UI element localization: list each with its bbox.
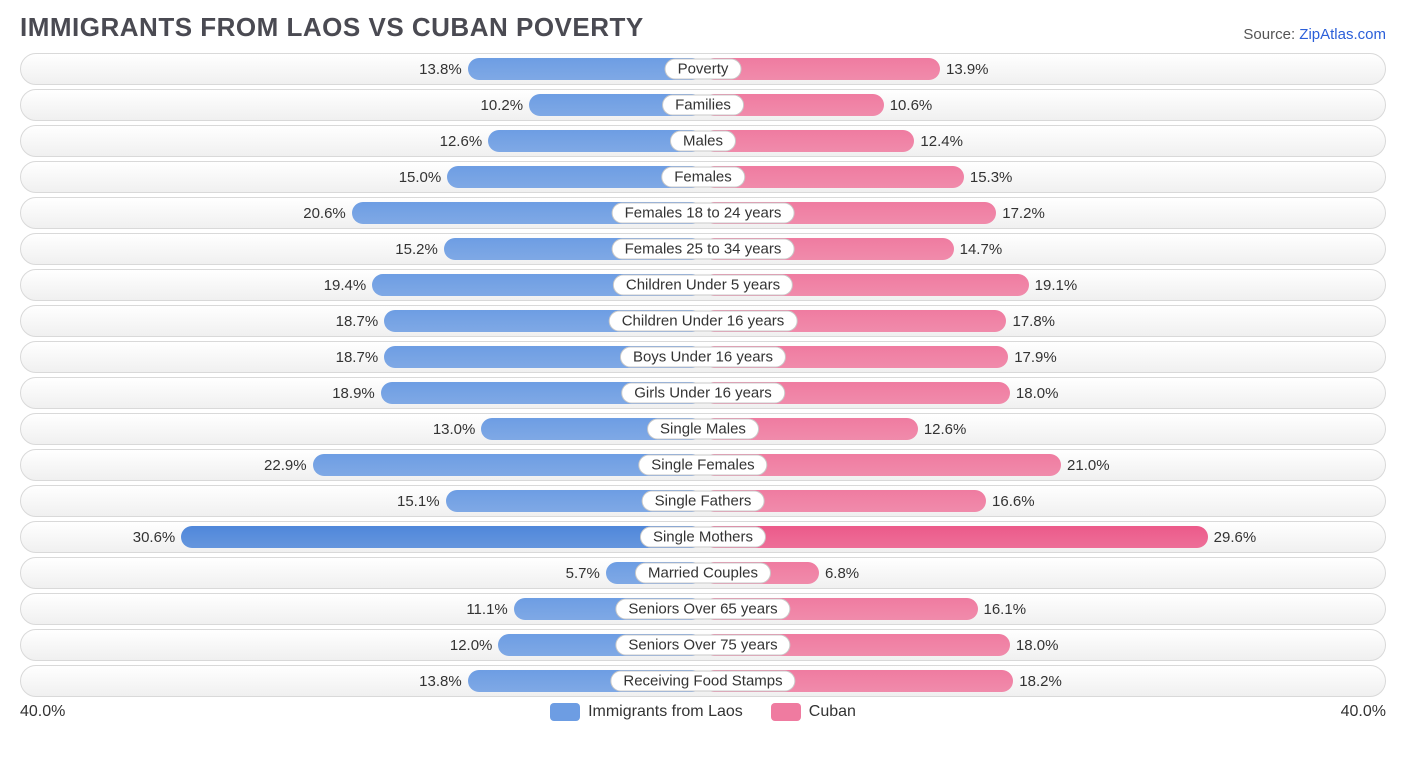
chart-row: 18.9% 18.0% Girls Under 16 years — [20, 377, 1386, 409]
source-link[interactable]: ZipAtlas.com — [1299, 26, 1386, 43]
value-right: 17.8% — [1012, 306, 1055, 336]
chart-row: 10.2% 10.6% Families — [20, 89, 1386, 121]
value-right: 6.8% — [825, 558, 859, 588]
chart-row: 11.1% 16.1% Seniors Over 65 years — [20, 593, 1386, 625]
chart-row: 12.6% 12.4% Males — [20, 125, 1386, 157]
value-left: 22.9% — [264, 450, 307, 480]
value-left: 18.7% — [336, 306, 379, 336]
chart-row: 5.7% 6.8% Married Couples — [20, 557, 1386, 589]
category-label: Poverty — [665, 59, 742, 80]
value-left: 15.2% — [395, 234, 438, 264]
axis-row: 40.0% Immigrants from Laos Cuban 40.0% — [20, 703, 1386, 721]
chart-row: 22.9% 21.0% Single Females — [20, 449, 1386, 481]
axis-right-max: 40.0% — [1341, 703, 1386, 721]
value-right: 18.0% — [1016, 378, 1059, 408]
legend-swatch-left — [550, 703, 580, 721]
legend-label-left: Immigrants from Laos — [588, 703, 743, 721]
chart-row: 12.0% 18.0% Seniors Over 75 years — [20, 629, 1386, 661]
legend-item-left: Immigrants from Laos — [550, 703, 743, 721]
value-left: 11.1% — [466, 594, 507, 624]
source: Source: ZipAtlas.com — [1243, 26, 1386, 43]
value-left: 5.7% — [566, 558, 600, 588]
value-left: 10.2% — [481, 90, 524, 120]
chart-row: 18.7% 17.9% Boys Under 16 years — [20, 341, 1386, 373]
category-label: Single Females — [638, 455, 767, 476]
chart-row: 15.2% 14.7% Females 25 to 34 years — [20, 233, 1386, 265]
category-label: Girls Under 16 years — [621, 383, 785, 404]
category-label: Seniors Over 75 years — [615, 635, 790, 656]
value-right: 16.1% — [984, 594, 1027, 624]
category-label: Seniors Over 65 years — [615, 599, 790, 620]
diverging-bar-chart: 13.8% 13.9% Poverty 10.2% 10.6% Families 12.6%… — [20, 53, 1386, 697]
category-label: Receiving Food Stamps — [610, 671, 795, 692]
value-left: 13.8% — [419, 666, 462, 696]
value-right: 16.6% — [992, 486, 1035, 516]
value-right: 15.3% — [970, 162, 1013, 192]
chart-row: 13.8% 18.2% Receiving Food Stamps — [20, 665, 1386, 697]
value-left: 15.0% — [399, 162, 442, 192]
value-right: 17.9% — [1014, 342, 1057, 372]
chart-title: IMMIGRANTS FROM LAOS VS CUBAN POVERTY — [20, 12, 644, 43]
value-left: 12.0% — [450, 630, 493, 660]
source-label: Source: — [1243, 26, 1295, 43]
axis-left-max: 40.0% — [20, 703, 65, 721]
category-label: Boys Under 16 years — [620, 347, 786, 368]
category-label: Families — [662, 95, 744, 116]
value-right: 12.4% — [920, 126, 963, 156]
chart-row: 20.6% 17.2% Females 18 to 24 years — [20, 197, 1386, 229]
legend-swatch-right — [771, 703, 801, 721]
chart-row: 15.0% 15.3% Females — [20, 161, 1386, 193]
legend-label-right: Cuban — [809, 703, 856, 721]
category-label: Females — [661, 167, 745, 188]
category-label: Single Mothers — [640, 527, 766, 548]
value-right: 29.6% — [1214, 522, 1257, 552]
bar-left — [181, 526, 703, 548]
value-right: 19.1% — [1035, 270, 1078, 300]
category-label: Married Couples — [635, 563, 771, 584]
value-left: 12.6% — [440, 126, 483, 156]
header: IMMIGRANTS FROM LAOS VS CUBAN POVERTY So… — [20, 12, 1386, 43]
value-left: 19.4% — [324, 270, 367, 300]
category-label: Single Males — [647, 419, 759, 440]
bar-right — [703, 526, 1208, 548]
value-left: 13.0% — [433, 414, 476, 444]
chart-row: 18.7% 17.8% Children Under 16 years — [20, 305, 1386, 337]
value-left: 18.7% — [336, 342, 379, 372]
value-left: 15.1% — [397, 486, 440, 516]
category-label: Children Under 5 years — [613, 275, 793, 296]
legend-item-right: Cuban — [771, 703, 856, 721]
value-right: 18.0% — [1016, 630, 1059, 660]
legend: Immigrants from Laos Cuban — [550, 703, 856, 721]
value-left: 18.9% — [332, 378, 375, 408]
category-label: Children Under 16 years — [609, 311, 798, 332]
category-label: Females 25 to 34 years — [612, 239, 795, 260]
value-right: 12.6% — [924, 414, 967, 444]
category-label: Females 18 to 24 years — [612, 203, 795, 224]
chart-row: 13.8% 13.9% Poverty — [20, 53, 1386, 85]
value-left: 30.6% — [133, 522, 176, 552]
value-right: 10.6% — [890, 90, 933, 120]
value-right: 18.2% — [1019, 666, 1062, 696]
category-label: Single Fathers — [642, 491, 765, 512]
value-right: 14.7% — [960, 234, 1003, 264]
value-left: 20.6% — [303, 198, 346, 228]
chart-row: 15.1% 16.6% Single Fathers — [20, 485, 1386, 517]
chart-row: 13.0% 12.6% Single Males — [20, 413, 1386, 445]
value-right: 21.0% — [1067, 450, 1110, 480]
chart-row: 19.4% 19.1% Children Under 5 years — [20, 269, 1386, 301]
value-left: 13.8% — [419, 54, 462, 84]
chart-row: 30.6% 29.6% Single Mothers — [20, 521, 1386, 553]
value-right: 17.2% — [1002, 198, 1045, 228]
value-right: 13.9% — [946, 54, 989, 84]
category-label: Males — [670, 131, 736, 152]
